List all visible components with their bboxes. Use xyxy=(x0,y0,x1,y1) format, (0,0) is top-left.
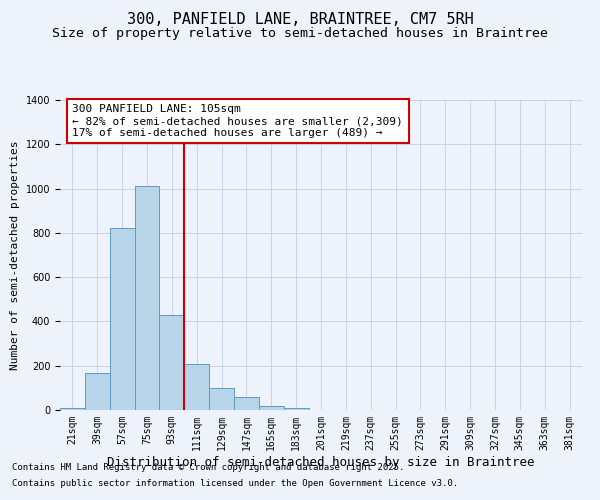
X-axis label: Distribution of semi-detached houses by size in Braintree: Distribution of semi-detached houses by … xyxy=(107,456,535,468)
Bar xyxy=(184,364,209,410)
Bar xyxy=(284,408,308,410)
Bar xyxy=(209,388,234,410)
Bar xyxy=(234,397,259,410)
Text: 300 PANFIELD LANE: 105sqm
← 82% of semi-detached houses are smaller (2,309)
17% : 300 PANFIELD LANE: 105sqm ← 82% of semi-… xyxy=(73,104,403,138)
Bar xyxy=(110,228,134,410)
Text: 300, PANFIELD LANE, BRAINTREE, CM7 5RH: 300, PANFIELD LANE, BRAINTREE, CM7 5RH xyxy=(127,12,473,28)
Bar xyxy=(134,186,160,410)
Bar xyxy=(85,374,110,410)
Bar xyxy=(60,408,85,410)
Bar xyxy=(160,315,184,410)
Text: Size of property relative to semi-detached houses in Braintree: Size of property relative to semi-detach… xyxy=(52,28,548,40)
Text: Contains public sector information licensed under the Open Government Licence v3: Contains public sector information licen… xyxy=(12,478,458,488)
Y-axis label: Number of semi-detached properties: Number of semi-detached properties xyxy=(10,140,20,370)
Bar xyxy=(259,406,284,410)
Text: Contains HM Land Registry data © Crown copyright and database right 2025.: Contains HM Land Registry data © Crown c… xyxy=(12,464,404,472)
